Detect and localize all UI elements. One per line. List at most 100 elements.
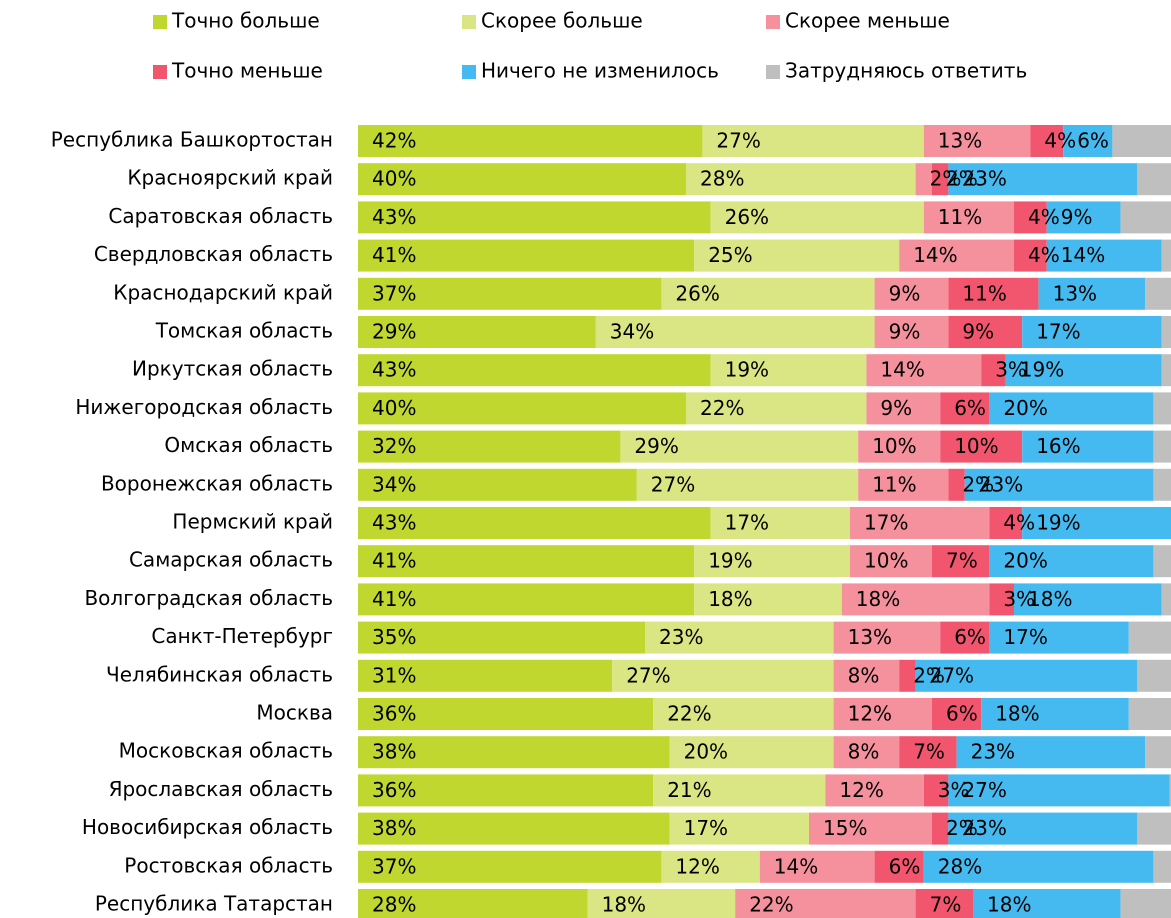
value-label: 2% xyxy=(913,663,945,687)
bar-segment xyxy=(858,468,949,501)
bar-segment xyxy=(948,468,965,501)
bar-segment xyxy=(981,354,1006,387)
value-label: 17% xyxy=(725,511,769,535)
bar-segment xyxy=(825,774,924,807)
bar-segment xyxy=(1120,889,1171,918)
value-label: 27% xyxy=(930,663,974,687)
bar-segment xyxy=(694,583,842,616)
bar-segment xyxy=(1161,354,1171,387)
value-label: 20% xyxy=(1003,396,1047,420)
bar-segment xyxy=(899,239,1014,272)
value-label: 26% xyxy=(675,281,719,305)
category-label: Московская область xyxy=(119,739,333,763)
value-label: 27% xyxy=(651,472,695,496)
value-label: 18% xyxy=(995,702,1039,726)
value-label: 12% xyxy=(848,702,892,726)
bar-segment xyxy=(841,583,990,616)
bar-segment xyxy=(858,430,941,463)
bar-segment xyxy=(964,468,1154,501)
bar-segment xyxy=(874,316,949,348)
bar-segment xyxy=(989,621,1129,654)
value-label: 27% xyxy=(626,663,670,687)
value-label: 18% xyxy=(708,587,752,611)
bar-segment xyxy=(645,621,834,654)
bar-segment xyxy=(948,774,1170,807)
bar-segment xyxy=(735,889,916,918)
value-label: 25% xyxy=(708,243,752,267)
bar-segment xyxy=(1046,201,1121,234)
value-label: 40% xyxy=(372,167,416,191)
value-label: 37% xyxy=(372,281,416,305)
bar-segment xyxy=(595,316,875,348)
bar-segment xyxy=(358,812,670,845)
value-label: 14% xyxy=(774,854,818,878)
value-label: 21% xyxy=(667,778,711,802)
bar-segment xyxy=(358,507,711,539)
bar-segment xyxy=(636,468,859,501)
bar-segment xyxy=(653,698,834,730)
value-label: 8% xyxy=(848,740,880,764)
bar-segment xyxy=(653,774,826,807)
bar-segment xyxy=(1128,621,1171,654)
bar-segment xyxy=(669,736,834,769)
bar-segment xyxy=(1153,850,1171,883)
bar-segment xyxy=(899,659,916,692)
bar-segment xyxy=(358,201,711,234)
bar-segment xyxy=(850,507,990,539)
value-label: 2% xyxy=(962,472,994,496)
bar-segment xyxy=(1153,545,1171,578)
value-label: 38% xyxy=(372,740,416,764)
bar-segment xyxy=(923,774,949,807)
legend-swatch xyxy=(153,65,167,79)
value-label: 10% xyxy=(864,549,908,573)
bar-segment xyxy=(1161,583,1171,616)
value-label: 38% xyxy=(372,816,416,840)
value-label: 22% xyxy=(700,396,744,420)
bar-segment xyxy=(358,163,686,196)
value-label: 19% xyxy=(708,549,752,573)
value-label: 36% xyxy=(372,702,416,726)
value-label: 12% xyxy=(839,778,883,802)
bar-segment xyxy=(899,736,957,769)
value-label: 14% xyxy=(1061,243,1105,267)
value-label: 15% xyxy=(823,816,867,840)
value-label: 22% xyxy=(667,702,711,726)
bar-segment xyxy=(1153,468,1171,501)
bar-segment xyxy=(1022,316,1162,348)
value-label: 23% xyxy=(962,167,1006,191)
category-label: Республика Башкортостан xyxy=(51,128,333,152)
bar-segment xyxy=(866,354,982,387)
bar-segment xyxy=(358,430,621,463)
value-label: 29% xyxy=(634,434,678,458)
bar-segment xyxy=(1153,392,1171,425)
legend-label: Точно больше xyxy=(171,9,320,33)
value-label: 2% xyxy=(930,167,962,191)
value-label: 3% xyxy=(1003,587,1035,611)
bar-segment xyxy=(1038,277,1146,310)
bar-segment xyxy=(932,812,949,845)
bar-segment xyxy=(940,430,1023,463)
legend-swatch xyxy=(462,65,476,79)
bar-segment xyxy=(1161,239,1171,272)
value-label: 23% xyxy=(962,816,1006,840)
bar-segment xyxy=(358,468,637,501)
bar-segment xyxy=(1145,736,1171,769)
bar-segment xyxy=(358,736,670,769)
legend-swatch xyxy=(153,15,167,29)
value-label: 27% xyxy=(962,778,1006,802)
bar-segment xyxy=(358,545,695,578)
category-label: Челябинская область xyxy=(106,662,333,686)
category-label: Самарская область xyxy=(129,548,333,572)
bar-segment xyxy=(358,583,695,616)
value-label: 18% xyxy=(1028,587,1072,611)
value-label: 9% xyxy=(880,396,912,420)
bar-segment xyxy=(1022,430,1154,463)
bar-segment xyxy=(1137,659,1171,692)
category-label: Нижегородская область xyxy=(75,395,333,419)
value-label: 23% xyxy=(979,472,1023,496)
bar-segment xyxy=(612,659,834,692)
bar-segment xyxy=(833,698,932,730)
value-label: 43% xyxy=(372,358,416,382)
category-label: Красноярский край xyxy=(127,166,333,190)
category-label: Пермский край xyxy=(172,510,333,534)
